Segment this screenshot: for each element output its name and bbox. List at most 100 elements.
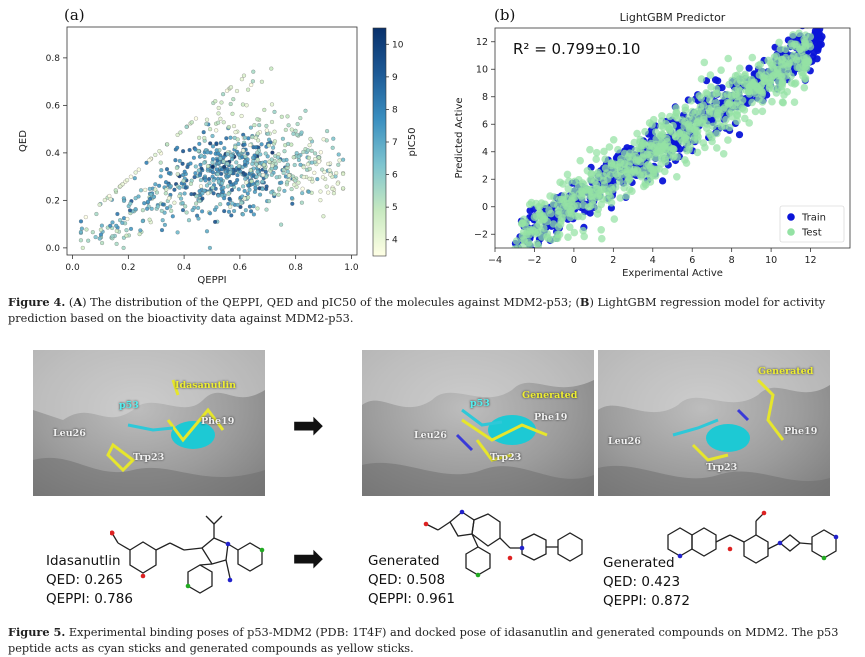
- data-point: [300, 186, 305, 191]
- data-point-test: [575, 176, 583, 184]
- data-point-test: [609, 136, 618, 144]
- data-point-test: [700, 113, 708, 122]
- colorbar-tick-label: 5: [392, 203, 398, 213]
- data-point: [183, 204, 188, 209]
- data-point: [253, 185, 258, 190]
- data-point: [174, 165, 179, 170]
- data-point: [189, 192, 194, 197]
- data-point-test: [533, 239, 541, 248]
- data-point: [227, 179, 233, 184]
- figure5-caption-prefix: Figure 5.: [8, 625, 66, 639]
- data-point-test: [586, 145, 594, 154]
- data-point: [204, 121, 209, 127]
- data-point: [163, 180, 169, 185]
- data-point: [142, 201, 147, 206]
- data-point-test: [623, 178, 631, 187]
- data-point: [289, 127, 294, 132]
- data-point-test: [628, 153, 637, 161]
- data-point: [128, 226, 134, 231]
- data-point-test: [697, 107, 706, 116]
- data-point-test: [620, 149, 629, 158]
- legend-marker-test: [787, 228, 795, 236]
- data-point: [269, 102, 275, 107]
- data-point: [318, 150, 323, 155]
- data-point-test: [805, 28, 810, 29]
- data-point: [177, 158, 182, 163]
- data-point: [200, 191, 205, 196]
- data-point: [175, 132, 180, 137]
- data-point-test: [633, 158, 641, 166]
- data-point: [242, 159, 247, 164]
- data-point: [287, 173, 292, 178]
- data-point: [165, 206, 170, 211]
- data-point: [283, 127, 288, 132]
- data-point: [330, 186, 335, 191]
- residue-label: Phe19: [201, 416, 235, 427]
- data-point: [158, 174, 163, 179]
- data-point: [328, 172, 333, 177]
- data-point: [143, 187, 148, 192]
- data-point-train: [815, 19, 822, 26]
- idasanutlin-structure: [110, 515, 265, 594]
- data-point: [194, 201, 199, 206]
- data-point: [221, 159, 226, 164]
- data-point-test: [616, 167, 625, 176]
- data-point-test: [555, 207, 564, 216]
- data-point: [226, 191, 231, 196]
- data-point-test: [740, 106, 749, 114]
- data-point: [320, 175, 325, 180]
- data-point: [248, 168, 253, 173]
- data-point: [230, 201, 235, 206]
- data-point: [240, 102, 245, 107]
- data-point: [207, 211, 213, 216]
- data-point-test: [598, 234, 606, 243]
- data-point: [279, 114, 284, 119]
- data-point-test: [518, 242, 527, 248]
- data-point-test: [611, 160, 619, 168]
- x-tick-label: 0.0: [65, 263, 80, 273]
- data-point: [225, 161, 230, 166]
- data-point: [175, 145, 180, 150]
- data-point: [242, 188, 247, 194]
- data-point: [309, 160, 315, 165]
- data-point-test: [716, 110, 724, 118]
- data-point: [196, 216, 201, 221]
- data-point: [177, 185, 182, 190]
- data-point-test: [770, 84, 778, 93]
- data-point-test: [652, 154, 660, 162]
- data-point: [250, 135, 255, 140]
- data-point: [257, 164, 262, 169]
- data-point: [331, 136, 336, 141]
- data-point: [269, 119, 275, 125]
- data-point-test: [647, 142, 656, 150]
- data-point-test: [703, 90, 712, 98]
- data-point: [316, 159, 322, 164]
- data-point: [216, 179, 221, 184]
- data-point: [272, 139, 277, 144]
- data-point: [114, 223, 119, 228]
- data-point-test: [807, 13, 815, 21]
- data-point: [245, 157, 250, 162]
- data-point: [282, 149, 287, 154]
- data-point: [242, 196, 247, 201]
- data-point-test: [748, 53, 757, 62]
- data-point: [295, 132, 300, 137]
- data-point: [262, 107, 267, 112]
- data-point-test: [694, 133, 702, 141]
- data-point: [275, 155, 281, 160]
- data-point: [235, 137, 240, 142]
- data-point: [202, 135, 207, 141]
- data-point: [251, 212, 256, 217]
- data-point: [234, 88, 240, 94]
- data-point: [192, 175, 197, 180]
- y-tick-label: 0.0: [46, 244, 61, 254]
- data-point-test: [652, 135, 660, 143]
- data-point-test: [695, 92, 704, 100]
- data-point: [198, 184, 204, 189]
- data-point-test: [597, 200, 605, 209]
- data-point-test: [580, 232, 588, 241]
- data-point: [263, 151, 268, 156]
- data-point-test: [802, 64, 811, 72]
- data-point-test: [612, 183, 620, 191]
- data-point: [224, 136, 229, 141]
